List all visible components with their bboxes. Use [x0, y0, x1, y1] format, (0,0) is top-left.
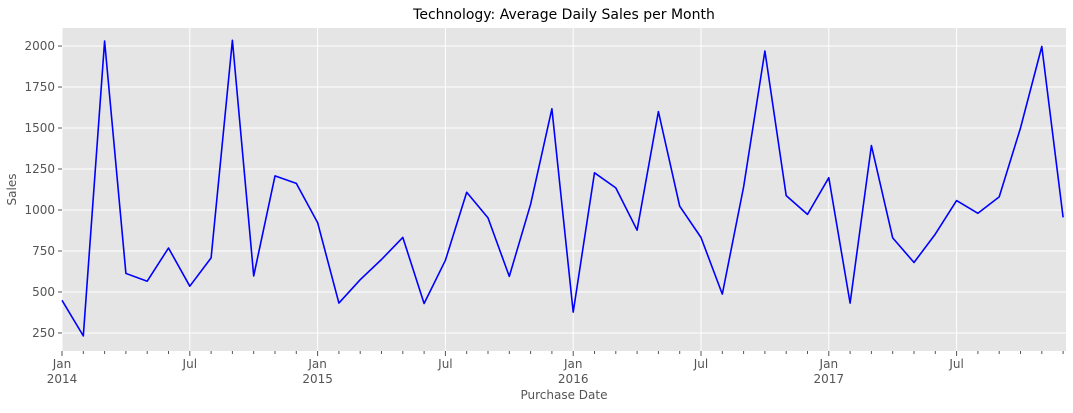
data-point	[700, 236, 702, 238]
data-point	[593, 172, 595, 174]
data-point	[338, 302, 340, 304]
x-tick-year-label: 2014	[47, 372, 78, 386]
x-axis-label: Purchase Date	[521, 388, 608, 402]
data-point	[1019, 127, 1021, 129]
x-tick-year-label: 2017	[814, 372, 845, 386]
data-point	[764, 50, 766, 52]
data-point	[721, 293, 723, 295]
x-tick-label: Jul	[693, 357, 708, 371]
x-tick-label: Jan	[563, 357, 583, 371]
data-point	[295, 182, 297, 184]
data-point	[253, 275, 255, 277]
x-tick-label: Jan	[819, 357, 839, 371]
data-point	[231, 39, 233, 41]
data-point	[1062, 216, 1064, 218]
data-point	[274, 175, 276, 177]
data-point	[913, 261, 915, 263]
x-tick-label: Jan	[52, 357, 72, 371]
y-tick-label: 1250	[24, 162, 55, 176]
series-line-technology	[61, 39, 1064, 337]
x-tick-label: Jul	[948, 357, 963, 371]
data-point	[444, 259, 446, 261]
data-point	[167, 247, 169, 249]
data-point	[679, 205, 681, 207]
data-point	[998, 196, 1000, 198]
data-point	[742, 186, 744, 188]
data-point	[870, 144, 872, 146]
data-point	[806, 213, 808, 215]
y-tick-label: 1500	[24, 121, 55, 135]
y-tick-label: 2000	[24, 39, 55, 53]
data-point	[189, 285, 191, 287]
gridlines	[61, 28, 1066, 351]
y-tick-label: 750	[32, 244, 55, 258]
data-point	[103, 40, 105, 42]
data-point	[210, 257, 212, 259]
data-point	[146, 280, 148, 282]
x-tick-label: Jul	[182, 357, 197, 371]
data-point	[125, 272, 127, 274]
data-point	[402, 236, 404, 238]
data-point	[657, 110, 659, 112]
x-tick-year-label: 2015	[302, 372, 333, 386]
y-tick-label: 250	[32, 326, 55, 340]
data-point	[82, 335, 84, 337]
data-point	[508, 275, 510, 277]
data-point	[529, 203, 531, 205]
x-tick-year-label: 2016	[558, 372, 589, 386]
plot-area	[62, 28, 1066, 351]
data-point	[785, 194, 787, 196]
data-point	[1041, 45, 1043, 47]
data-point	[466, 191, 468, 193]
y-tick-label: 500	[32, 285, 55, 299]
data-point	[955, 199, 957, 201]
data-point	[316, 221, 318, 223]
data-point	[551, 108, 553, 110]
x-tick-label: Jul	[437, 357, 452, 371]
chart-title: Technology: Average Daily Sales per Mont…	[412, 7, 715, 23]
data-point	[487, 217, 489, 219]
series-layer	[61, 39, 1064, 337]
data-point	[380, 258, 382, 260]
data-point	[572, 311, 574, 313]
data-point	[359, 278, 361, 280]
y-tick-label: 1000	[24, 203, 55, 217]
y-axis-label: Sales	[5, 174, 19, 206]
data-point	[934, 233, 936, 235]
data-point	[849, 302, 851, 304]
data-point	[636, 229, 638, 231]
data-point	[892, 237, 894, 239]
data-point	[977, 212, 979, 214]
x-tick-label: Jan	[307, 357, 327, 371]
y-tick-label: 1750	[24, 80, 55, 94]
data-point	[615, 187, 617, 189]
data-point	[61, 299, 63, 301]
data-point	[828, 176, 830, 178]
data-point	[423, 302, 425, 304]
